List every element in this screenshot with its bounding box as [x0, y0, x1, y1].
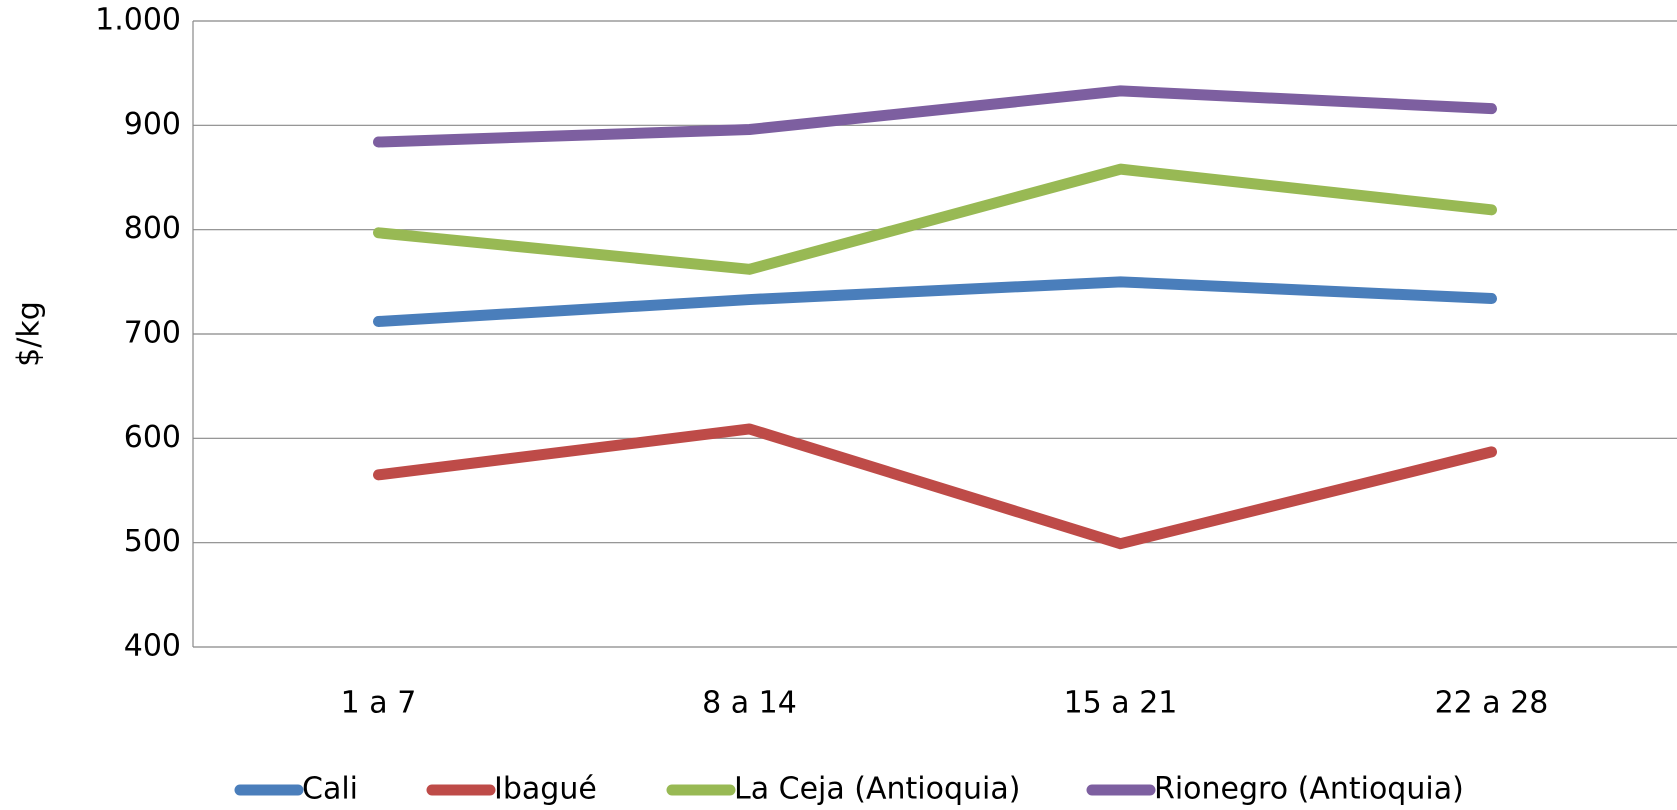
series-line [373, 276, 1497, 327]
legend-label: La Ceja (Antioquia) [734, 772, 1020, 807]
y-axis-label: $/kg [12, 301, 47, 367]
x-tick-label: 22 a 28 [1435, 686, 1549, 721]
y-tick-label: 700 [124, 316, 181, 351]
series-line [373, 163, 1497, 275]
y-tick-label: 600 [124, 420, 181, 455]
y-tick-label: 1.000 [95, 3, 181, 38]
x-tick-label: 8 a 14 [702, 686, 797, 721]
y-tick-label: 400 [124, 629, 181, 664]
y-tick-label: 500 [124, 524, 181, 559]
legend-label: Cali [302, 772, 358, 807]
legend-label: Rionegro (Antioquia) [1154, 772, 1464, 807]
y-tick-label: 900 [124, 107, 181, 142]
y-tick-label: 800 [124, 211, 181, 246]
series-line [373, 85, 1497, 148]
x-tick-label: 15 a 21 [1064, 686, 1178, 721]
series-line [373, 423, 1497, 550]
x-tick-label: 1 a 7 [341, 686, 417, 721]
legend-label: Ibagué [494, 772, 597, 807]
